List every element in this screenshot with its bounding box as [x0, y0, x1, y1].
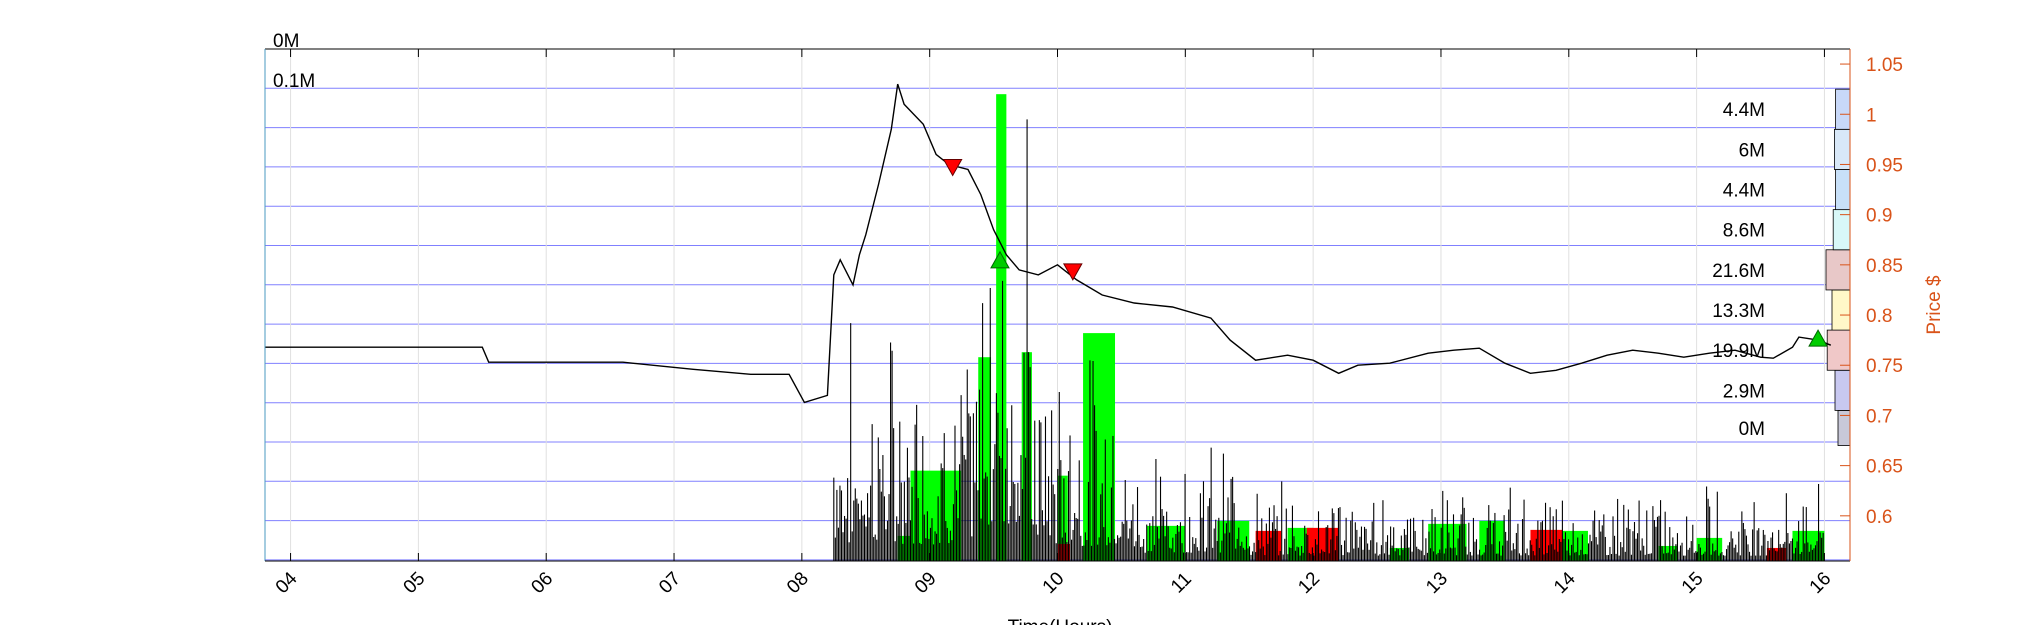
x-tick-label: 05	[400, 568, 430, 598]
x-tick-label: 08	[783, 568, 813, 598]
y-tick-label: 0.6	[1866, 507, 1892, 528]
y-tick-label: 0.95	[1866, 155, 1903, 176]
volume-bars	[833, 94, 1825, 562]
x-tick-label: 14	[1550, 568, 1580, 598]
x-tick-label: 10	[1039, 568, 1069, 598]
volume-profile-box	[1831, 289, 1851, 331]
volume-profile-box	[1835, 88, 1851, 130]
sell-marker	[1062, 263, 1083, 281]
volume-profile-label: 0M	[1739, 419, 1765, 440]
y-tick-label: 0.7	[1866, 406, 1892, 427]
buy-volume-bar	[1057, 475, 1068, 561]
volume-profile-box	[1826, 329, 1851, 371]
x-tick-label: 15	[1678, 568, 1708, 598]
x-tick-label: 07	[655, 568, 685, 598]
y-tick-label: 0.9	[1866, 206, 1892, 227]
x-tick-label: 06	[527, 568, 557, 598]
volume-profile-box	[1835, 169, 1851, 211]
volume-profile-label: 4.4M	[1723, 100, 1765, 121]
sell-volume-bar	[1530, 529, 1563, 561]
x-axis-title: Time(Hours)	[1008, 617, 1113, 625]
x-tick-label: 09	[911, 568, 941, 598]
buy-volume-bar	[1792, 530, 1825, 561]
y-tick-label: 1.05	[1866, 55, 1903, 76]
volume-profile-label: 4.4M	[1723, 181, 1765, 202]
y-tick-label: 0.85	[1866, 256, 1903, 277]
buy-marker	[1808, 329, 1828, 347]
buy-volume-bar	[996, 94, 1007, 562]
volume-profile-box	[1834, 128, 1851, 170]
price-series	[265, 83, 1832, 404]
x-tick-label: 12	[1294, 568, 1324, 598]
y-tick-label: 1	[1866, 105, 1877, 126]
volume-profile-box	[1832, 209, 1851, 251]
buy-marker	[990, 250, 1010, 269]
volume-profile-box	[1825, 249, 1851, 291]
buy-volume-bar	[1083, 333, 1116, 561]
x-tick-label: 16	[1806, 568, 1836, 598]
sell-marker	[942, 158, 963, 177]
left-axis-label-0m: 0M	[273, 31, 299, 52]
axes	[264, 48, 1851, 562]
x-tick-label: 13	[1422, 568, 1452, 598]
volume-profile-label: 21.6M	[1712, 261, 1765, 282]
y-tick-label: 0.65	[1866, 457, 1903, 478]
y-tick-label: 0.8	[1866, 306, 1892, 327]
volume-profile-label: 13.3M	[1712, 301, 1765, 322]
y-tick-label: 0.75	[1866, 356, 1903, 377]
price-line	[265, 83, 1832, 404]
buy-volume-bar	[1217, 520, 1250, 561]
buy-volume-bar	[978, 357, 992, 561]
volume-profile-label: 2.9M	[1723, 381, 1765, 402]
trade-markers	[942, 158, 1828, 347]
volume-profile-box	[1834, 369, 1851, 411]
x-tick-label: 04	[272, 568, 302, 598]
left-axis-label-01m: 0.1M	[273, 71, 315, 92]
volume-profile-label: 8.6M	[1723, 221, 1765, 242]
volume-profile-label: 6M	[1739, 140, 1765, 161]
y-axis-title: Price $	[1924, 275, 1945, 335]
x-tick-label: 11	[1167, 569, 1196, 598]
